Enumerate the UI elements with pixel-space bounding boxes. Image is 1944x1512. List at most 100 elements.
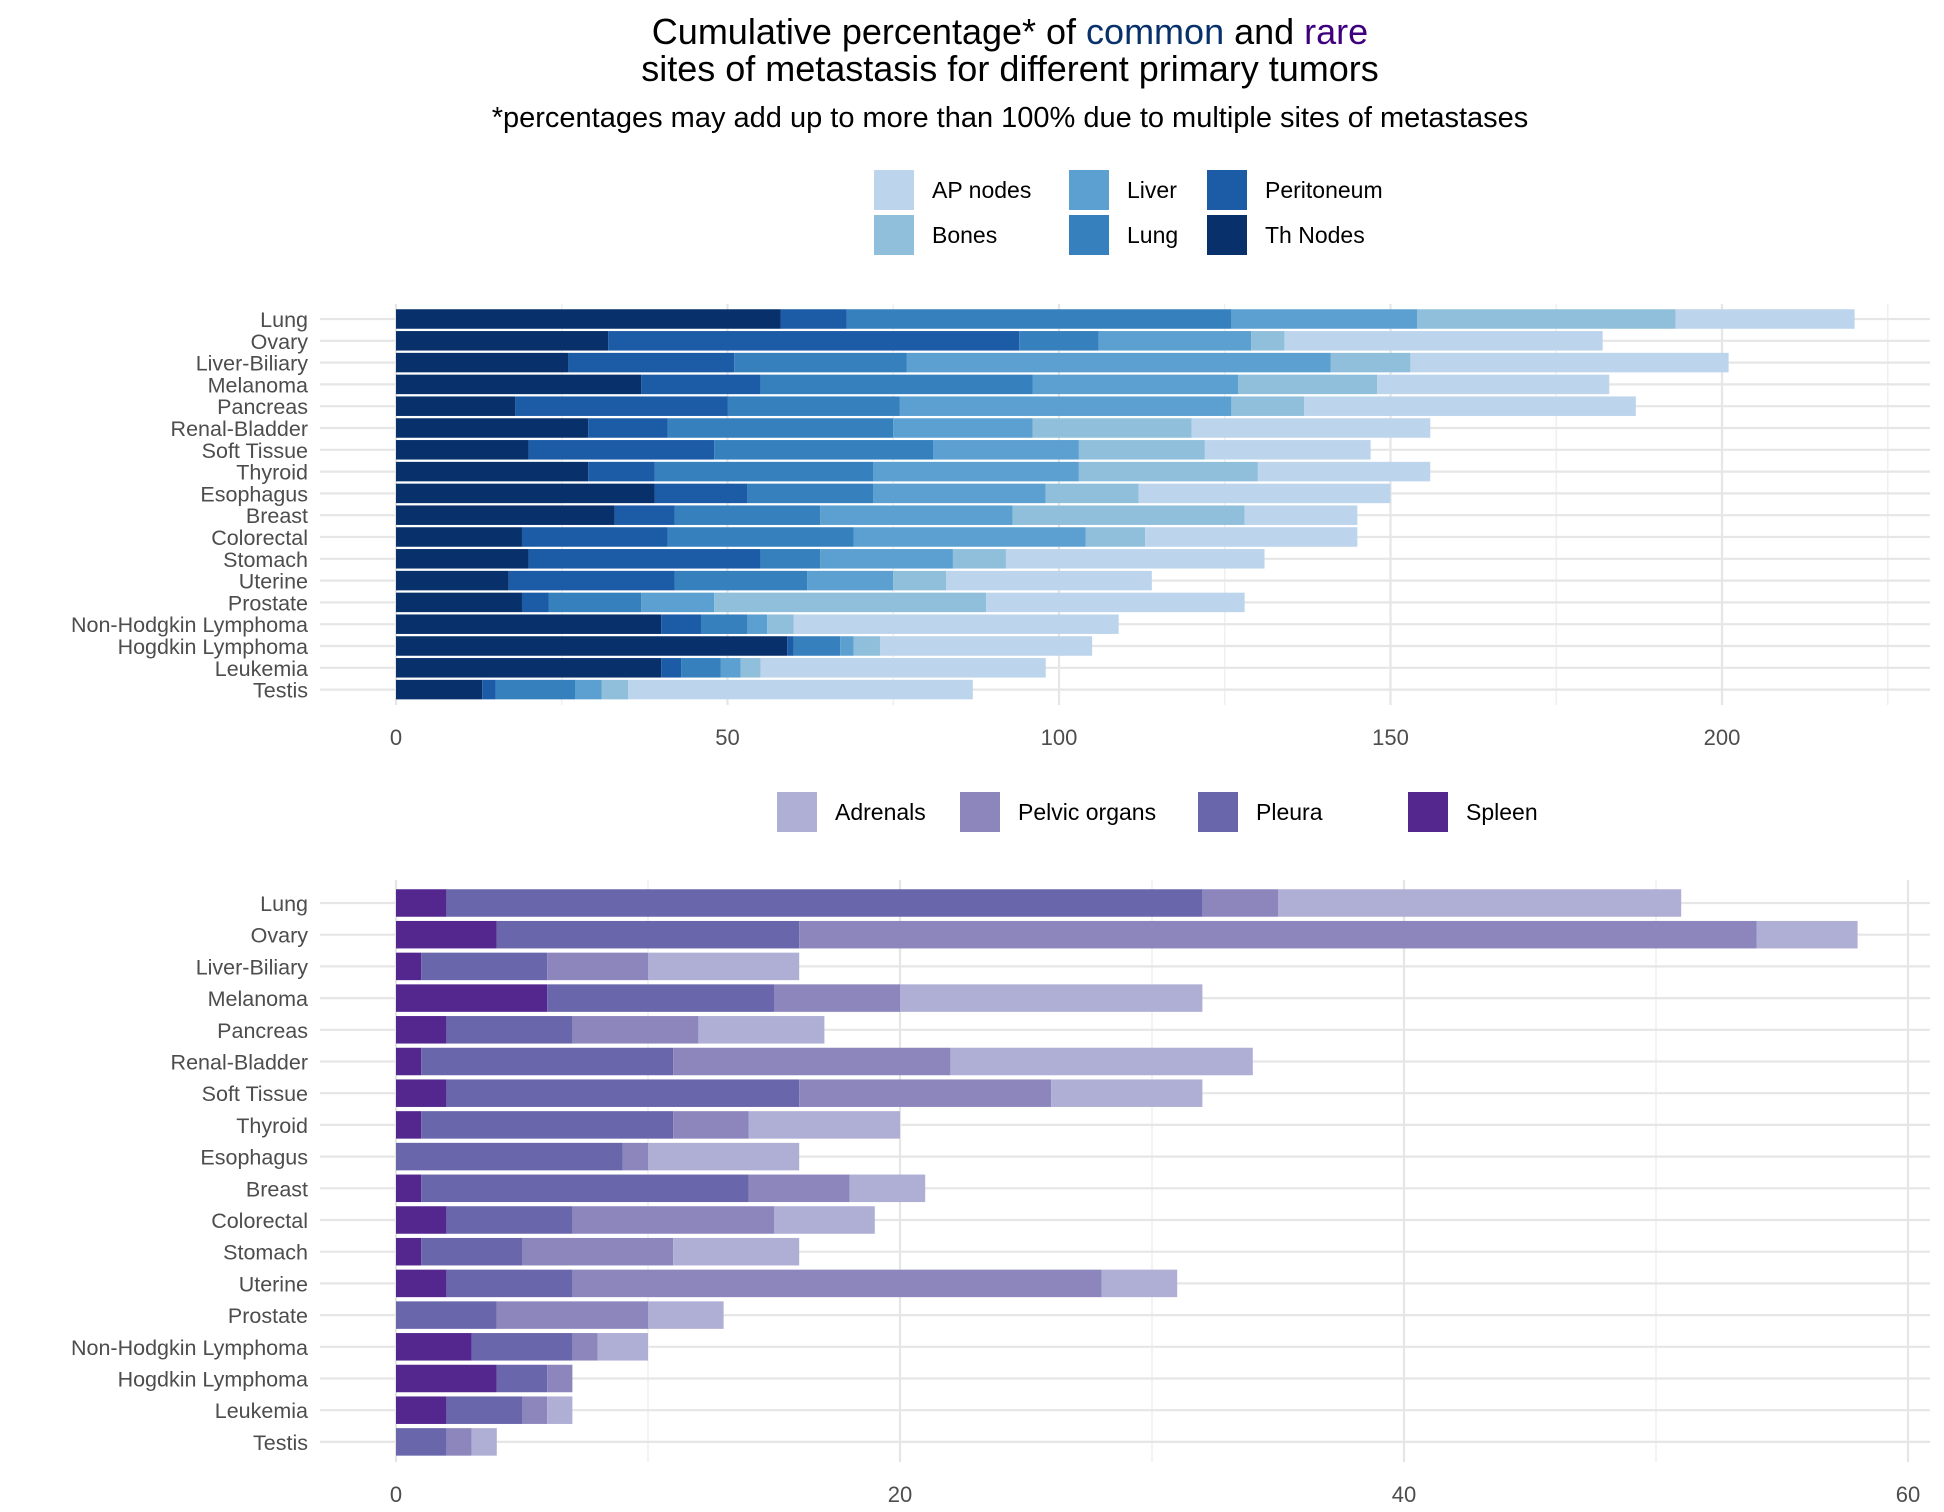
bar-renal-bladder-th-nodes — [396, 418, 589, 438]
category-label: Testis — [253, 679, 308, 703]
bar-colorectal-spleen — [396, 1206, 447, 1234]
x-tick-label: 20 — [888, 1482, 912, 1507]
bar-melanoma-ap-nodes — [1377, 374, 1610, 395]
legend-swatch — [777, 792, 817, 832]
bar-soft-tissue-spleen — [396, 1079, 447, 1107]
bar-soft-tissue-liver — [933, 440, 1079, 460]
bar-non-hodgkin-lymphoma-pleura — [471, 1333, 573, 1361]
bar-prostate-bones — [714, 592, 987, 613]
bar-soft-tissue-bones — [1078, 440, 1205, 460]
legend-label: Liver — [1127, 176, 1177, 203]
x-tick-label: 100 — [1041, 725, 1078, 750]
bar-leukemia-pelvic-organs — [522, 1396, 548, 1424]
title-part-1: Cumulative percentage* of — [651, 11, 1087, 52]
legend-swatch — [1069, 215, 1109, 255]
bar-leukemia-pleura — [446, 1396, 522, 1424]
bar-liver-biliary-pelvic-organs — [547, 952, 648, 981]
bar-non-hodgkin-lymphoma-adrenals — [597, 1333, 648, 1361]
legend-item-spleen: Spleen — [1408, 792, 1538, 832]
legend-swatch — [1408, 792, 1448, 832]
category-label: Prostate — [228, 591, 308, 615]
bar-stomach-pleura — [421, 1237, 522, 1266]
bar-non-hodgkin-lymphoma-spleen — [396, 1333, 472, 1361]
bar-colorectal-pleura — [446, 1206, 573, 1234]
bar-melanoma-lung — [760, 374, 1033, 395]
bar-renal-bladder-adrenals — [950, 1047, 1253, 1076]
bar-ovary-peritoneum — [608, 331, 1020, 351]
bar-prostate-pelvic-organs — [496, 1301, 648, 1329]
category-label: Liver-Biliary — [196, 955, 309, 979]
chart-subtitle: *percentages may add up to more than 100… — [491, 102, 1529, 134]
bar-hogdkin-lymphoma-spleen — [396, 1364, 497, 1393]
legend-swatch — [874, 170, 914, 210]
bar-leukemia-liver — [720, 658, 741, 678]
category-label: Liver-Biliary — [196, 352, 309, 376]
category-label: Ovary — [251, 330, 309, 354]
legend-item-liver: Liver — [1069, 170, 1177, 210]
legend-label: Bones — [932, 221, 998, 248]
legend-swatch — [1207, 170, 1247, 210]
legend-item-th-nodes: Th Nodes — [1207, 215, 1365, 255]
category-label: Stomach — [223, 1241, 308, 1265]
bar-colorectal-peritoneum — [521, 527, 668, 547]
bar-stomach-peritoneum — [528, 549, 761, 569]
bar-lung-adrenals — [1278, 889, 1682, 917]
bar-renal-bladder-bones — [1032, 418, 1192, 438]
bar-hogdkin-lymphoma-pleura — [496, 1364, 548, 1393]
legend-swatch — [1069, 170, 1109, 210]
bar-liver-biliary-pleura — [421, 952, 548, 981]
category-label: Prostate — [228, 1304, 308, 1328]
bar-breast-pleura — [421, 1174, 749, 1203]
bar-melanoma-liver — [1032, 374, 1239, 395]
bar-leukemia-adrenals — [547, 1396, 573, 1424]
bar-ovary-ap-nodes — [1284, 331, 1603, 351]
bar-pancreas-spleen — [396, 1016, 447, 1044]
bar-stomach-th-nodes — [396, 549, 529, 569]
bar-prostate-lung — [548, 592, 642, 613]
category-label: Renal-Bladder — [171, 417, 308, 441]
legend-label: Lung — [1127, 221, 1179, 248]
category-label: Pancreas — [217, 395, 308, 419]
bar-lung-lung — [846, 309, 1232, 329]
category-label: Breast — [246, 1177, 308, 1201]
bar-liver-biliary-lung — [734, 352, 907, 373]
bar-renal-bladder-spleen — [396, 1047, 422, 1076]
bar-prostate-peritoneum — [521, 592, 549, 613]
bar-breast-bones — [1012, 505, 1245, 525]
bar-uterine-liver — [807, 570, 894, 591]
bar-ovary-th-nodes — [396, 331, 609, 351]
bar-ovary-adrenals — [1756, 920, 1858, 949]
bar-liver-biliary-bones — [1330, 352, 1411, 373]
bar-ovary-bones — [1251, 331, 1285, 351]
legend-label: Adrenals — [835, 798, 926, 825]
title-and: and — [1224, 11, 1305, 52]
bar-esophagus-th-nodes — [396, 483, 655, 504]
bar-melanoma-adrenals — [900, 984, 1203, 1012]
category-label: Leukemia — [215, 657, 308, 681]
bar-renal-bladder-peritoneum — [588, 418, 668, 438]
bar-renal-bladder-ap-nodes — [1191, 418, 1431, 438]
category-label: Soft Tissue — [202, 439, 308, 463]
category-label: Non-Hodgkin Lymphoma — [71, 613, 308, 637]
bar-melanoma-pleura — [547, 984, 774, 1012]
bar-stomach-spleen — [396, 1237, 422, 1266]
bar-uterine-th-nodes — [396, 570, 509, 591]
bar-lung-pelvic-organs — [1202, 889, 1278, 917]
bar-esophagus-ap-nodes — [1138, 483, 1391, 504]
bar-testis-pelvic-organs — [446, 1428, 472, 1456]
bar-non-hodgkin-lymphoma-th-nodes — [396, 614, 662, 634]
legend-item-bones: Bones — [874, 215, 997, 255]
bar-melanoma-pelvic-organs — [774, 984, 900, 1012]
bar-lung-ap-nodes — [1675, 309, 1855, 329]
legend-swatch — [960, 792, 1000, 832]
bar-pancreas-pleura — [446, 1016, 573, 1044]
bar-non-hodgkin-lymphoma-peritoneum — [661, 614, 701, 634]
bar-esophagus-adrenals — [648, 1142, 800, 1171]
bar-liver-biliary-adrenals — [648, 952, 800, 981]
bar-colorectal-th-nodes — [396, 527, 522, 547]
category-label: Melanoma — [208, 987, 308, 1011]
bar-hogdkin-lymphoma-pelvic-organs — [547, 1364, 573, 1393]
bar-colorectal-ap-nodes — [1145, 527, 1358, 547]
bar-prostate-liver — [641, 592, 715, 613]
bar-testis-pleura — [396, 1428, 447, 1456]
